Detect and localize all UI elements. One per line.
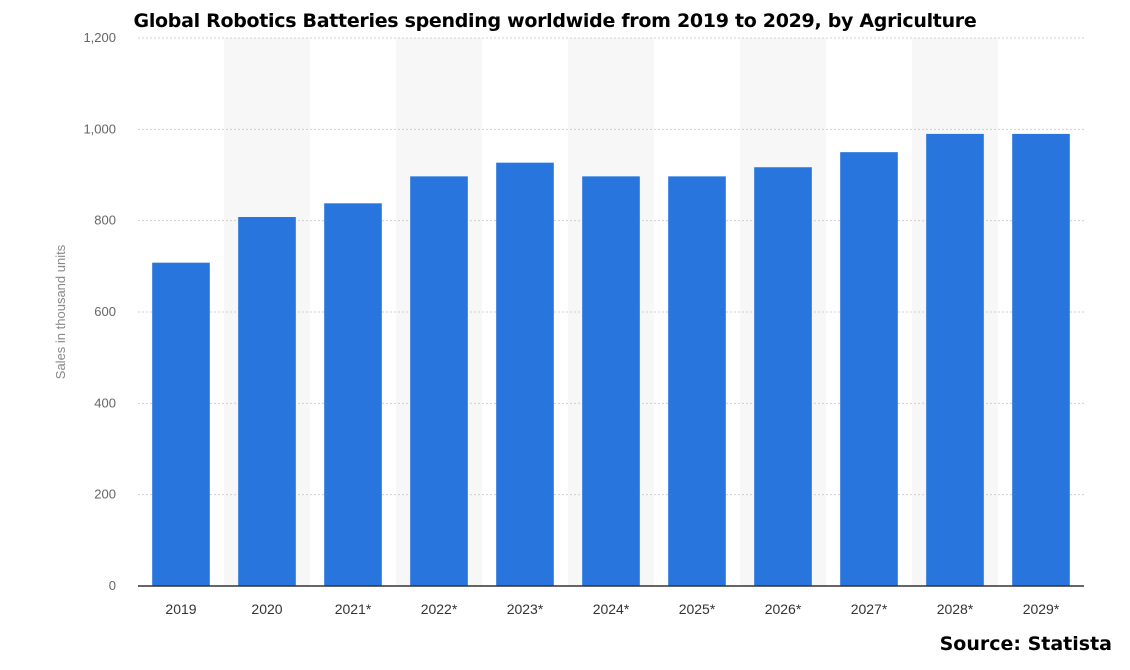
x-tick-label: 2024* <box>593 601 630 617</box>
bar <box>926 133 984 586</box>
y-axis-title: Sales in thousand units <box>53 244 68 379</box>
bar <box>1012 133 1070 586</box>
y-tick-label: 800 <box>94 213 116 228</box>
bar <box>152 262 210 586</box>
chart-title: Global Robotics Batteries spending world… <box>133 10 977 32</box>
y-tick-label: 1,000 <box>83 121 116 136</box>
x-tick-label: 2019 <box>165 601 196 617</box>
x-tick-label: 2025* <box>679 601 716 617</box>
bar <box>754 167 812 586</box>
x-tick-label: 2021* <box>335 601 372 617</box>
y-axis-ticks: 0 200 400 600 800 1,000 1,200 <box>83 30 116 593</box>
bar <box>582 176 640 586</box>
bar <box>324 203 382 586</box>
y-tick-label: 400 <box>94 395 116 410</box>
y-tick-label: 0 <box>109 578 116 593</box>
bar <box>496 162 554 587</box>
bar <box>238 217 296 586</box>
x-tick-label: 2026* <box>765 601 802 617</box>
x-tick-label: 2028* <box>937 601 974 617</box>
bars <box>152 133 1070 587</box>
x-tick-label: 2029* <box>1023 601 1060 617</box>
x-tick-label: 2027* <box>851 601 888 617</box>
bar <box>840 152 898 586</box>
y-tick-label: 200 <box>94 487 116 502</box>
bar <box>668 176 726 586</box>
x-tick-label: 2022* <box>421 601 458 617</box>
y-tick-label: 600 <box>94 304 116 319</box>
x-tick-label: 2020 <box>251 601 282 617</box>
y-tick-label: 1,200 <box>83 30 116 45</box>
x-axis-labels: 2019 2020 2021* 2022* 2023* 2024* 2025* 2026* 20… <box>165 601 1059 617</box>
bar <box>410 176 468 586</box>
source-note: Source: Statista <box>939 633 1112 655</box>
x-tick-label: 2023* <box>507 601 544 617</box>
